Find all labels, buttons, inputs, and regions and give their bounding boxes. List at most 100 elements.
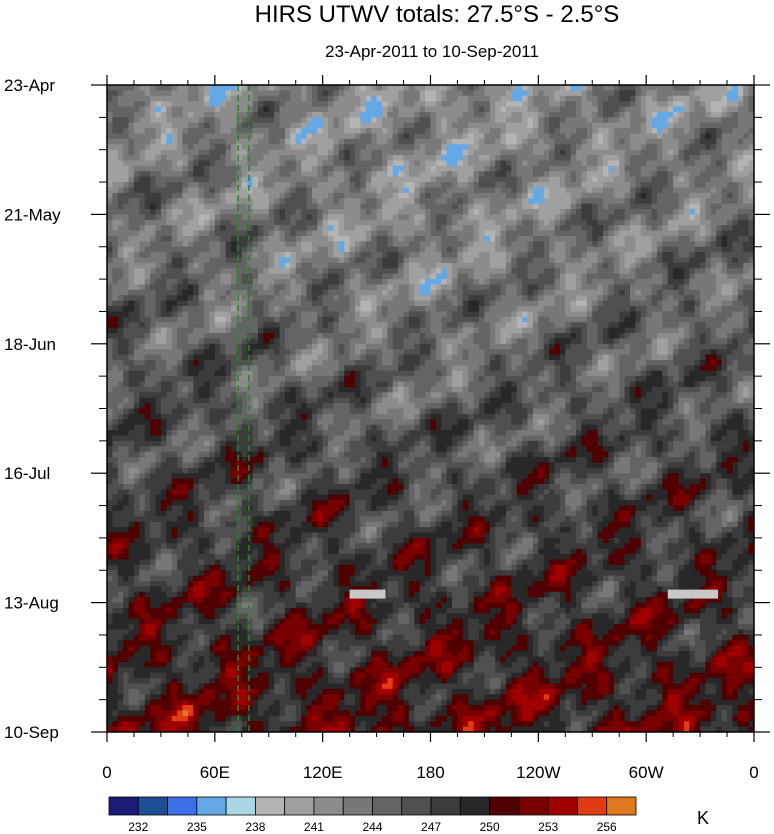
field-cell: [187, 209, 194, 215]
field-cell: [662, 95, 669, 102]
field-cell: [187, 273, 194, 280]
field-cell: [613, 230, 620, 237]
field-cell: [468, 165, 475, 172]
field-cell: [355, 106, 362, 113]
field-cell: [263, 306, 270, 313]
field-cell: [139, 171, 146, 178]
field-cell: [376, 101, 383, 108]
field-cell: [171, 273, 178, 280]
field-cell: [554, 214, 561, 221]
field-cell: [435, 257, 442, 264]
field-cell: [322, 192, 329, 199]
field-cell: [155, 171, 162, 178]
field-cell: [274, 235, 281, 242]
field-cell: [495, 262, 502, 269]
field-cell: [549, 171, 556, 178]
field-cell: [651, 295, 658, 302]
field-cell: [603, 176, 610, 183]
field-cell: [414, 284, 421, 291]
field-cell: [532, 279, 539, 286]
field-cell: [538, 252, 545, 259]
field-cell: [565, 176, 572, 183]
field-cell: [727, 214, 734, 221]
field-cell: [430, 90, 437, 97]
field-cell: [371, 225, 378, 232]
field-cell: [295, 262, 302, 269]
field-cell: [656, 171, 663, 178]
field-cell: [468, 95, 475, 102]
field-cell: [349, 203, 356, 210]
field-cell: [252, 106, 259, 113]
chart-subtitle: 23-Apr-2011 to 10-Sep-2011: [325, 42, 539, 61]
field-cell: [570, 111, 577, 118]
field-cell: [554, 95, 561, 102]
field-cell: [150, 262, 157, 269]
field-cell: [209, 133, 216, 140]
field-cell: [177, 111, 184, 118]
field-cell: [257, 106, 264, 113]
field-cell: [565, 149, 572, 156]
field-cell: [220, 262, 227, 269]
field-cell: [204, 192, 211, 199]
field-cell: [187, 117, 194, 124]
field-cell: [635, 241, 642, 248]
field-cell: [403, 106, 410, 113]
field-cell: [236, 257, 243, 264]
field-cell: [532, 101, 539, 108]
field-cell: [570, 155, 577, 162]
field-cell: [473, 235, 480, 242]
field-cell: [543, 106, 550, 113]
field-cell: [177, 101, 184, 108]
field-cell: [279, 273, 286, 280]
field-cell: [290, 268, 297, 275]
field-cell: [705, 279, 712, 286]
field-cell: [408, 133, 415, 140]
field-cell: [381, 203, 388, 210]
field-cell: [576, 95, 583, 102]
field-cell: [495, 106, 502, 113]
field-cell: [430, 241, 437, 248]
field-cell: [187, 219, 194, 226]
field-cell: [419, 289, 426, 296]
field-cell: [629, 198, 636, 205]
field-cell: [479, 252, 486, 259]
field-cell: [667, 257, 674, 264]
field-cell: [204, 101, 211, 108]
field-cell: [473, 149, 480, 156]
field-cell: [284, 171, 291, 178]
field-cell: [743, 176, 750, 183]
field-cell: [338, 209, 345, 215]
field-cell: [160, 85, 167, 91]
field-cell: [241, 300, 248, 307]
field-cell: [257, 101, 264, 108]
field-cell: [705, 209, 712, 215]
field-cell: [689, 187, 696, 194]
field-cell: [139, 279, 146, 286]
field-cell: [333, 85, 340, 91]
field-cell: [522, 90, 529, 97]
field-cell: [398, 252, 405, 259]
field-cell: [608, 289, 615, 296]
field-cell: [328, 149, 335, 156]
field-cell: [155, 300, 162, 307]
field-cell: [187, 198, 194, 205]
field-cell: [527, 268, 534, 275]
field-cell: [371, 214, 378, 221]
field-cell: [214, 90, 221, 97]
field-cell: [263, 182, 270, 189]
field-cell: [635, 111, 642, 118]
field-cell: [133, 306, 140, 313]
field-cell: [700, 192, 707, 199]
field-cell: [603, 279, 610, 286]
field-cell: [198, 187, 205, 194]
field-cell: [700, 133, 707, 140]
field-cell: [160, 273, 167, 280]
field-cell: [403, 192, 410, 199]
field-cell: [112, 149, 119, 156]
field-cell: [139, 101, 146, 108]
field-cell: [748, 268, 754, 275]
field-cell: [171, 155, 178, 162]
field-cell: [532, 160, 539, 167]
field-cell: [727, 122, 734, 129]
field-cell: [430, 192, 437, 199]
